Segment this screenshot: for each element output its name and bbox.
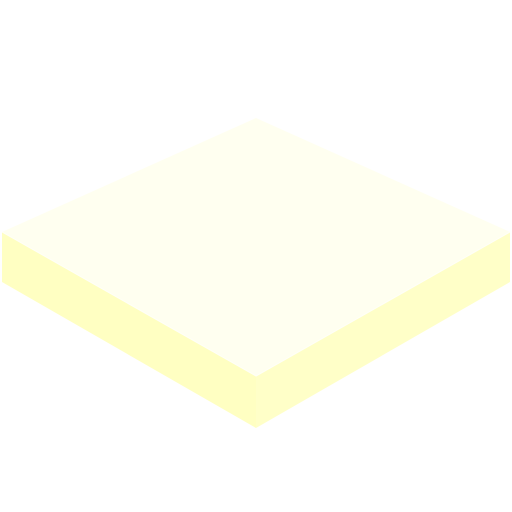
pad-top-face [2,118,510,376]
pad-right-face [256,232,510,428]
pad-front-edge [1,231,511,377]
pad-left-face [2,232,256,428]
